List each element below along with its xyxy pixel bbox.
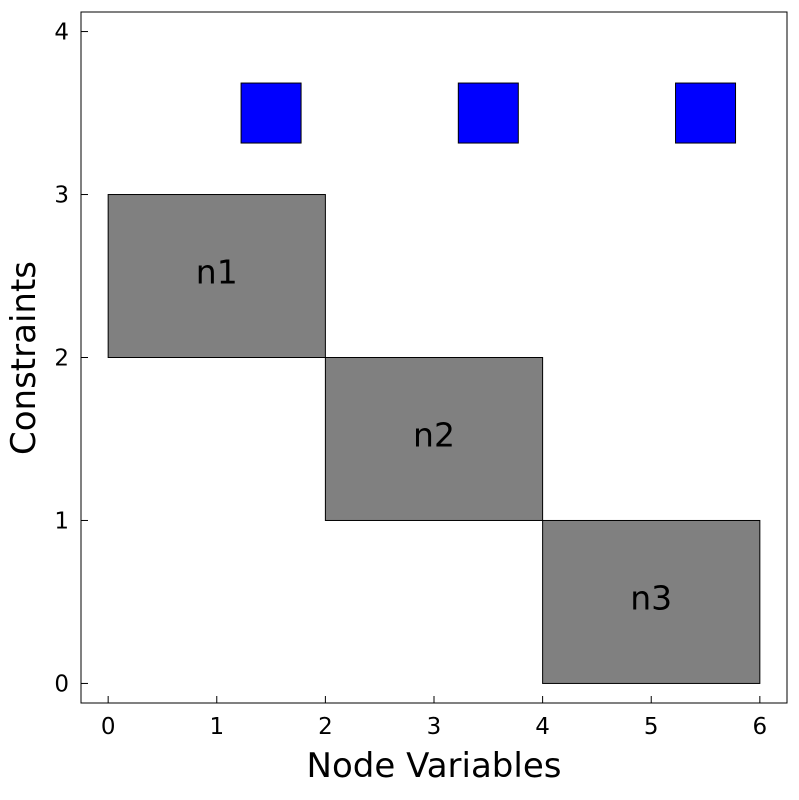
x-tick-label: 2 (318, 714, 333, 740)
y-tick-label: 2 (54, 346, 69, 372)
x-tick-label: 5 (644, 714, 659, 740)
blocks-layer: n1 n2 n3 (107, 194, 761, 684)
block-label-n3: n3 (630, 578, 672, 617)
y-tick-label: 3 (54, 183, 69, 209)
y-tick-label: 4 (54, 20, 69, 46)
y-axis-title: Constraints (4, 261, 44, 455)
x-axis-title: Node Variables (307, 746, 562, 786)
y-tick-label: 1 (54, 508, 69, 534)
x-axis-ticks: 0 1 2 3 4 5 6 (101, 696, 767, 740)
marker-2 (457, 82, 519, 144)
x-tick-label: 3 (427, 714, 442, 740)
x-tick-label: 6 (753, 714, 768, 740)
block-label-n1: n1 (196, 253, 238, 292)
x-tick-label: 4 (535, 714, 550, 740)
block-n1 (107, 194, 326, 358)
y-tick-label: 0 (54, 671, 69, 697)
block-n3 (542, 519, 761, 684)
y-axis-ticks: 0 1 2 3 4 (54, 20, 88, 697)
block-label-n2: n2 (413, 415, 455, 454)
marker-3 (675, 82, 737, 144)
block-n2 (324, 357, 544, 521)
x-tick-label: 1 (209, 714, 224, 740)
x-tick-label: 0 (101, 714, 116, 740)
markers-layer (240, 82, 737, 144)
marker-1 (240, 82, 302, 144)
